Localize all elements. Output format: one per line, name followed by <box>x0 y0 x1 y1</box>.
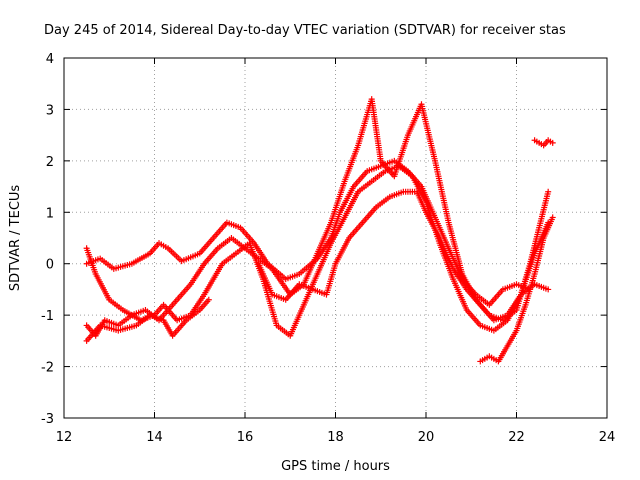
series-track-5 <box>255 188 552 324</box>
y-tick-label: -3 <box>41 412 54 427</box>
y-tick-label: 4 <box>46 52 54 67</box>
data-point <box>545 286 552 293</box>
y-tick-label: 1 <box>46 206 54 221</box>
y-tick-label: -2 <box>41 361 54 376</box>
x-tick-label: 20 <box>418 430 435 445</box>
series-track-6 <box>477 214 556 365</box>
y-tick-label: 2 <box>46 155 54 170</box>
series-track-2 <box>83 96 552 339</box>
series-track-4 <box>83 296 212 344</box>
x-tick-label: 18 <box>327 430 344 445</box>
chart-title: Day 245 of 2014, Sidereal Day-to-day VTE… <box>44 23 566 38</box>
y-tick-label: 3 <box>46 103 54 118</box>
x-axis-label: GPS time / hours <box>281 459 390 474</box>
data-point <box>549 214 556 221</box>
y-tick-label: 0 <box>46 258 54 273</box>
plot-frame <box>63 57 608 419</box>
grid-layer <box>64 58 607 418</box>
series-track-3 <box>83 163 552 339</box>
x-tick-label: 14 <box>146 430 163 445</box>
y-axis-label: SDTVAR / TECUs <box>8 185 23 292</box>
series-track-7 <box>531 137 556 149</box>
data-marks <box>83 96 556 365</box>
data-point <box>549 139 556 146</box>
data-point <box>205 296 212 303</box>
x-tick-label: 12 <box>56 430 73 445</box>
x-tick-label: 16 <box>237 430 254 445</box>
x-tick-label: 24 <box>599 430 616 445</box>
x-tick-label: 22 <box>508 430 525 445</box>
data-point <box>545 188 552 195</box>
y-tick-label: -1 <box>41 309 54 324</box>
